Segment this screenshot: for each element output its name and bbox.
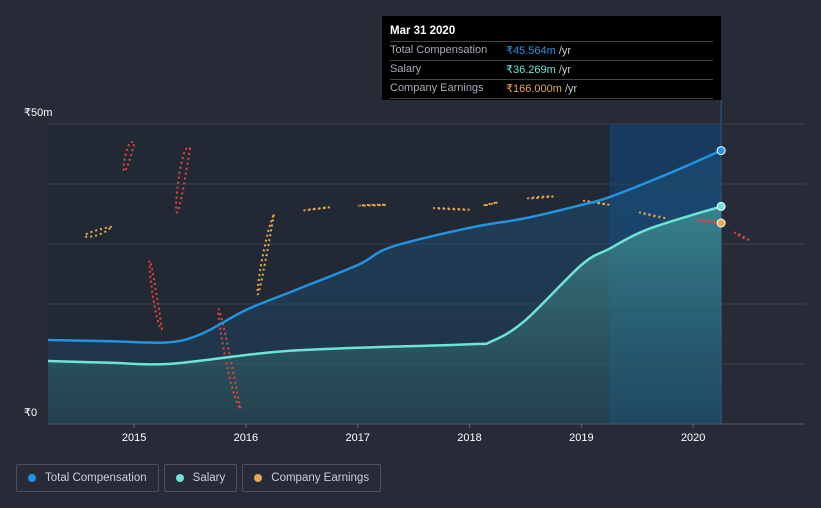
legend-salary[interactable]: Salary xyxy=(163,464,238,492)
earnings-line-segment xyxy=(734,231,750,241)
tooltip-row: Total Compensation ₹45.564m /yr xyxy=(390,41,713,60)
earnings-line-segment xyxy=(526,195,554,200)
dot-icon xyxy=(254,474,263,482)
salary-line xyxy=(47,205,722,366)
x-tick-label: 2017 xyxy=(345,432,369,444)
earnings-line-segment xyxy=(433,206,470,211)
y-tick-label: ₹0 xyxy=(24,407,37,419)
dot-icon xyxy=(28,474,36,482)
x-tick-label: 2015 xyxy=(122,432,146,444)
legend: Total Compensation Salary Company Earnin… xyxy=(16,464,382,492)
chart: 2015 2016 2017 2018 2019 2020 ₹0 ₹50m xyxy=(24,100,805,444)
x-tick-label: 2016 xyxy=(234,432,258,444)
total-compensation-line xyxy=(47,149,722,345)
legend-label: Salary xyxy=(192,472,226,484)
tooltip: Mar 31 2020 Total Compensation ₹45.564m /… xyxy=(382,16,721,100)
earnings-marker xyxy=(716,218,726,228)
earnings-line-segment xyxy=(482,201,498,207)
tooltip-unit: /yr xyxy=(555,45,572,57)
tooltip-label: Salary xyxy=(390,63,422,75)
earnings-line-segment xyxy=(695,219,722,224)
legend-label: Company Earnings xyxy=(271,472,370,484)
x-tick-label: 2020 xyxy=(681,432,705,444)
legend-total-compensation[interactable]: Total Compensation xyxy=(16,464,159,492)
tooltip-date: Mar 31 2020 xyxy=(390,25,456,37)
x-tick-label: 2018 xyxy=(457,432,481,444)
earnings-line-segment xyxy=(303,206,330,212)
salary-area xyxy=(48,206,722,424)
earnings-line-segment xyxy=(357,203,386,207)
earnings-line-segment xyxy=(122,141,136,173)
total-compensation-marker xyxy=(716,146,726,156)
legend-label: Total Compensation xyxy=(45,472,147,484)
tooltip-unit: /yr xyxy=(555,64,572,76)
legend-company-earnings[interactable]: Company Earnings xyxy=(242,464,382,492)
tooltip-row: Company Earnings ₹166.000m /yr xyxy=(390,79,713,99)
y-tick-label: ₹50m xyxy=(24,107,52,119)
earnings-line-segment xyxy=(148,259,164,331)
tooltip-value: ₹45.564m xyxy=(506,45,556,57)
tooltip-unit: /yr xyxy=(561,83,578,95)
tooltip-label: Company Earnings xyxy=(390,82,484,94)
dot-icon xyxy=(175,474,184,482)
tooltip-label: Total Compensation xyxy=(390,44,488,56)
tooltip-row: Salary ₹36.269m /yr xyxy=(390,60,713,79)
earnings-line-segment xyxy=(638,211,666,220)
tooltip-value: ₹36.269m xyxy=(506,64,556,76)
earnings-line-segment xyxy=(83,225,113,238)
tooltip-value: ₹166.000m xyxy=(506,83,562,95)
earnings-line-segment xyxy=(582,199,610,206)
salary-marker xyxy=(716,201,726,211)
x-tick-label: 2019 xyxy=(569,432,593,444)
